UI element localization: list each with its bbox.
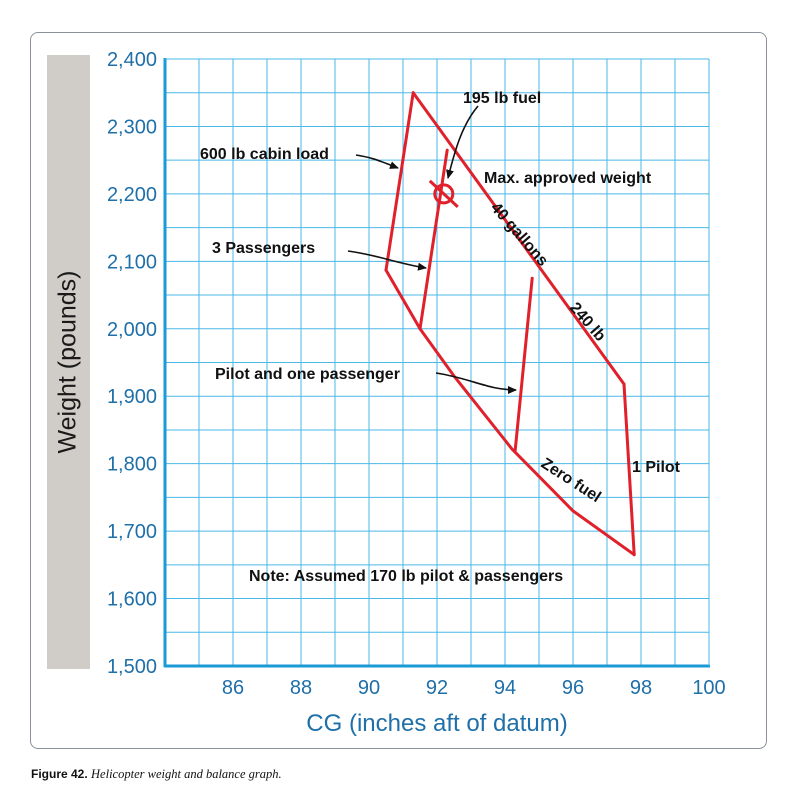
y-tick-label: 2,300 <box>107 116 157 138</box>
label-one-pilot: 1 Pilot <box>632 459 681 476</box>
y-tick-label: 1,900 <box>107 386 157 408</box>
arrow-three-passengers <box>347 250 427 271</box>
series-line-3-passengers <box>418 148 449 331</box>
y-tick-label: 1,800 <box>107 454 157 476</box>
x-tick-label: 100 <box>692 677 725 699</box>
x-tick-label: 96 <box>562 677 584 699</box>
y-axis-label-band <box>47 55 90 669</box>
fuel-marker-circle <box>433 183 455 205</box>
caption-text: Helicopter weight and balance graph. <box>91 767 282 781</box>
label-240-lb: 240 lb <box>566 299 609 345</box>
series-line-zero-fuel <box>384 268 636 557</box>
grid <box>165 59 709 666</box>
arrow-195-lb-fuel <box>446 105 479 179</box>
y-tick-label: 2,000 <box>107 319 157 341</box>
fuel-marker-slash <box>428 179 459 208</box>
x-tick-label: 98 <box>630 677 652 699</box>
y-tick-label: 1,500 <box>107 656 157 678</box>
y-tick-label: 1,700 <box>107 521 157 543</box>
label-cabin-load: 600 lb cabin load <box>200 146 329 163</box>
caption-figure-number: Figure 42. <box>31 767 88 781</box>
x-tick-label: 94 <box>494 677 516 699</box>
series-line-1-pilot <box>622 382 636 557</box>
y-tick-label: 2,400 <box>107 49 157 71</box>
series-line-max-approved-weight <box>411 91 626 386</box>
x-tick-label: 88 <box>290 677 312 699</box>
annotation-labels: 195 lb fuel 600 lb cabin load Max. approve… <box>200 90 681 585</box>
arrow-pilot-passenger <box>435 372 517 394</box>
x-tick-label: 86 <box>222 677 244 699</box>
figure-frame <box>30 32 767 749</box>
x-tick-label: 92 <box>426 677 448 699</box>
arrow-cabin-load <box>355 154 399 169</box>
y-tick-label: 2,200 <box>107 184 157 206</box>
annotation-arrows <box>347 105 517 394</box>
label-40-gallons: 40 gallons <box>487 199 551 269</box>
x-tick-label: 90 <box>358 677 380 699</box>
label-max-weight: Max. approved weight <box>484 170 652 187</box>
y-tick-label: 2,100 <box>107 251 157 273</box>
figure-caption: Figure 42. Helicopter weight and balance… <box>31 767 282 782</box>
series-line-pilot-and-one-passenger <box>513 276 534 452</box>
label-pilot-passenger: Pilot and one passenger <box>215 366 400 383</box>
label-note: Note: Assumed 170 lb pilot & passengers <box>249 568 563 585</box>
series-line-600-lb-cabin-load <box>384 91 415 272</box>
series-lines <box>384 91 636 557</box>
y-tick-label: 1,600 <box>107 589 157 611</box>
x-axis-title: CG (inches aft of datum) <box>306 710 567 737</box>
label-three-passengers: 3 Passengers <box>212 240 315 257</box>
axes: 1,500 1,600 1,700 1,800 1,900 2,000 2,100 2,200… <box>107 49 726 737</box>
label-195-lb-fuel: 195 lb fuel <box>463 90 541 107</box>
label-zero-fuel: Zero fuel <box>538 455 604 506</box>
